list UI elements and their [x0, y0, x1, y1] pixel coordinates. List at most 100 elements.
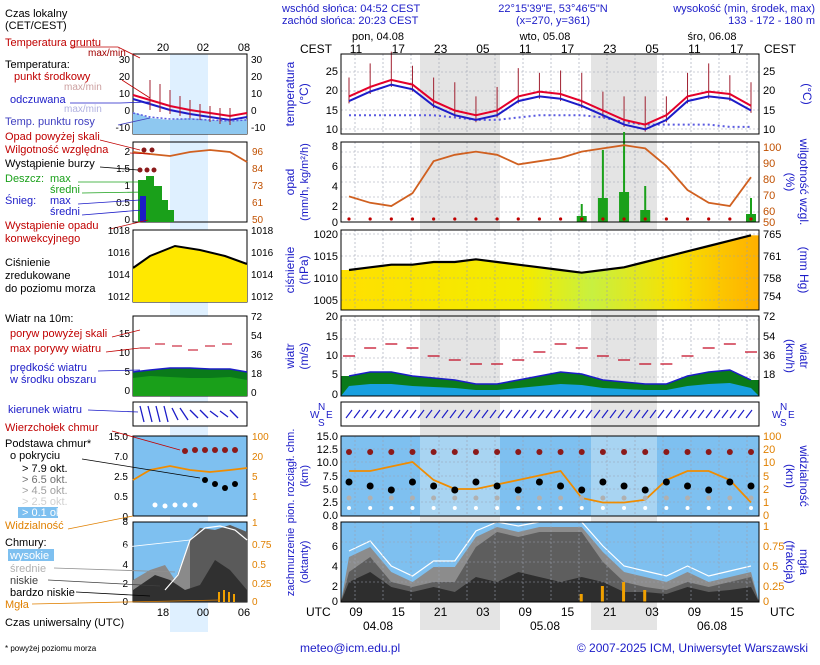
legend-snow-bar	[140, 196, 146, 222]
precip-grid	[341, 142, 759, 222]
legend-wind-dir: kierunek wiatru	[8, 404, 82, 416]
tick-label: 1015	[314, 251, 338, 263]
tick-label: 1	[124, 181, 130, 192]
precip-axis-unit: (mm/h, kg/m²/h)	[299, 143, 311, 221]
compass-s: S	[318, 418, 325, 429]
cloud-base-dot	[493, 482, 501, 490]
tick-label: 1016	[251, 248, 274, 259]
fog-bar	[600, 586, 604, 602]
conv-marker	[537, 217, 542, 221]
tick-label: 765	[763, 229, 781, 241]
legend-soil-maxmin: max/min	[88, 48, 126, 59]
legend-pressure1: Ciśnienie	[5, 257, 50, 269]
cloud-vlow-dot	[600, 506, 605, 510]
cover-frame	[340, 521, 760, 603]
wind-axis-label: wiatr	[283, 343, 297, 369]
contact-email-link[interactable]: meteo@icm.edu.pl	[300, 641, 400, 655]
cb-top-dot	[515, 449, 522, 455]
legend-fog: Mgła	[5, 599, 30, 611]
cloud-vlow-dot	[495, 506, 500, 510]
hour-label-top: 23	[434, 42, 448, 56]
height-values: 133 - 172 - 180 m	[728, 15, 815, 27]
humidity-line	[348, 144, 752, 207]
cover-grid	[341, 522, 759, 602]
wind-arrow	[449, 409, 457, 419]
temp-night	[420, 54, 500, 134]
compass-w: W	[772, 410, 782, 421]
cover-high-area	[341, 532, 759, 602]
tick-label: 90	[763, 158, 775, 170]
cloud-vlow-dot	[452, 506, 457, 510]
tick-label: 7.0	[114, 452, 128, 463]
wind-kmh-label: wiatr	[797, 342, 811, 368]
wind-arrow	[433, 409, 441, 419]
legend-local-hours: 20 02 08	[157, 42, 250, 54]
legend-pressure-line	[132, 244, 248, 269]
cloud-low-dot	[600, 495, 606, 501]
wind-arrow	[361, 409, 369, 419]
tick-label: 70	[763, 190, 775, 202]
legend-cb-top: Wierzchołek chmur	[5, 422, 99, 434]
wind-axis-unit: (m/s)	[297, 342, 311, 369]
wind-arrow	[713, 409, 721, 419]
tick-label: 2.5	[114, 472, 128, 483]
legend-storm-dots	[137, 147, 157, 173]
tick-label: 5.0	[323, 484, 338, 496]
tick-label: 10	[326, 124, 338, 136]
tick-label: 0	[251, 106, 257, 117]
cloud-axis-unit: (km)	[299, 465, 311, 487]
conv-marker	[707, 217, 711, 221]
dew-point-line	[349, 114, 751, 128]
cloud-vlow-dot	[558, 506, 563, 510]
tick-label: 100	[252, 432, 269, 443]
wind-arrow	[609, 409, 617, 419]
legend-utc-hours: 18 00 06	[157, 607, 250, 619]
legend-temp-spread	[149, 80, 231, 125]
tick-label: 8	[122, 517, 128, 528]
legend-clouds: Chmury:	[5, 537, 47, 549]
legend-gust-max: max porywy wiatru	[10, 343, 101, 355]
hour-label-top: 11	[519, 42, 532, 56]
cloud-low-dot	[579, 495, 585, 501]
tick-label: 1016	[108, 248, 131, 259]
winddir-night	[591, 402, 657, 426]
legend-wind-panel: 15 10 5 0 72 54 36 18 0 Wiatr na 10m: po…	[5, 312, 263, 399]
precip-max-bar	[601, 150, 604, 222]
legend-cloud-low: niskie	[10, 575, 38, 587]
header: Czas lokalny (CET/CEST) wschód słońca: 0…	[5, 3, 815, 32]
wind-arrow	[721, 409, 729, 419]
tick-label: 8	[332, 521, 338, 533]
legend-precip-ticks: 2 1.5 1 0.5 0 96 84 73 61 50	[116, 147, 263, 226]
day-label-top: pon, 04.08	[352, 31, 404, 43]
wind-arrow	[601, 409, 609, 419]
tick-label: 61	[252, 198, 264, 209]
temp-axis-unit: (°C)	[297, 83, 311, 104]
cloud-low-dot	[621, 495, 627, 501]
legend-cloud-high: wysokie	[9, 550, 49, 562]
cover-axis-label: zachmurzenie	[285, 528, 297, 596]
legend-conv1: Wystąpienie opadu	[5, 220, 98, 232]
cloud-low-dot	[706, 495, 712, 501]
fog-axis-unit: (frakcja)	[783, 540, 797, 583]
tick-label: 100	[763, 142, 781, 154]
tick-label: 1014	[108, 270, 131, 281]
cloud-base-dot	[345, 478, 353, 486]
conv-marker	[664, 217, 668, 221]
tick-label: 6	[122, 540, 128, 551]
temp-panel-bg	[341, 54, 759, 134]
cloud-low-dot	[642, 495, 648, 501]
cloud-low-dot	[452, 495, 458, 501]
gust-marks	[343, 343, 757, 365]
cloud-base-dot	[408, 478, 416, 486]
winddir-panel: N W E S N W E S	[310, 401, 795, 429]
tick-label: 1012	[108, 292, 131, 303]
legend-wind-ticks: 15 10 5 0 72 54 36 18 0	[119, 312, 263, 399]
tick-label: 10	[119, 89, 131, 100]
cloud-ticks: 15.0 12.5 10.0 7.5 5.0 2.5 0.0	[317, 431, 338, 522]
tick-label: 5	[252, 472, 258, 483]
cloud-base-dot	[705, 486, 713, 494]
conv-marker	[410, 217, 415, 221]
cb-top-dot	[346, 449, 352, 455]
conv-marker	[558, 217, 563, 221]
hour-label-bottom: 09	[688, 605, 702, 619]
